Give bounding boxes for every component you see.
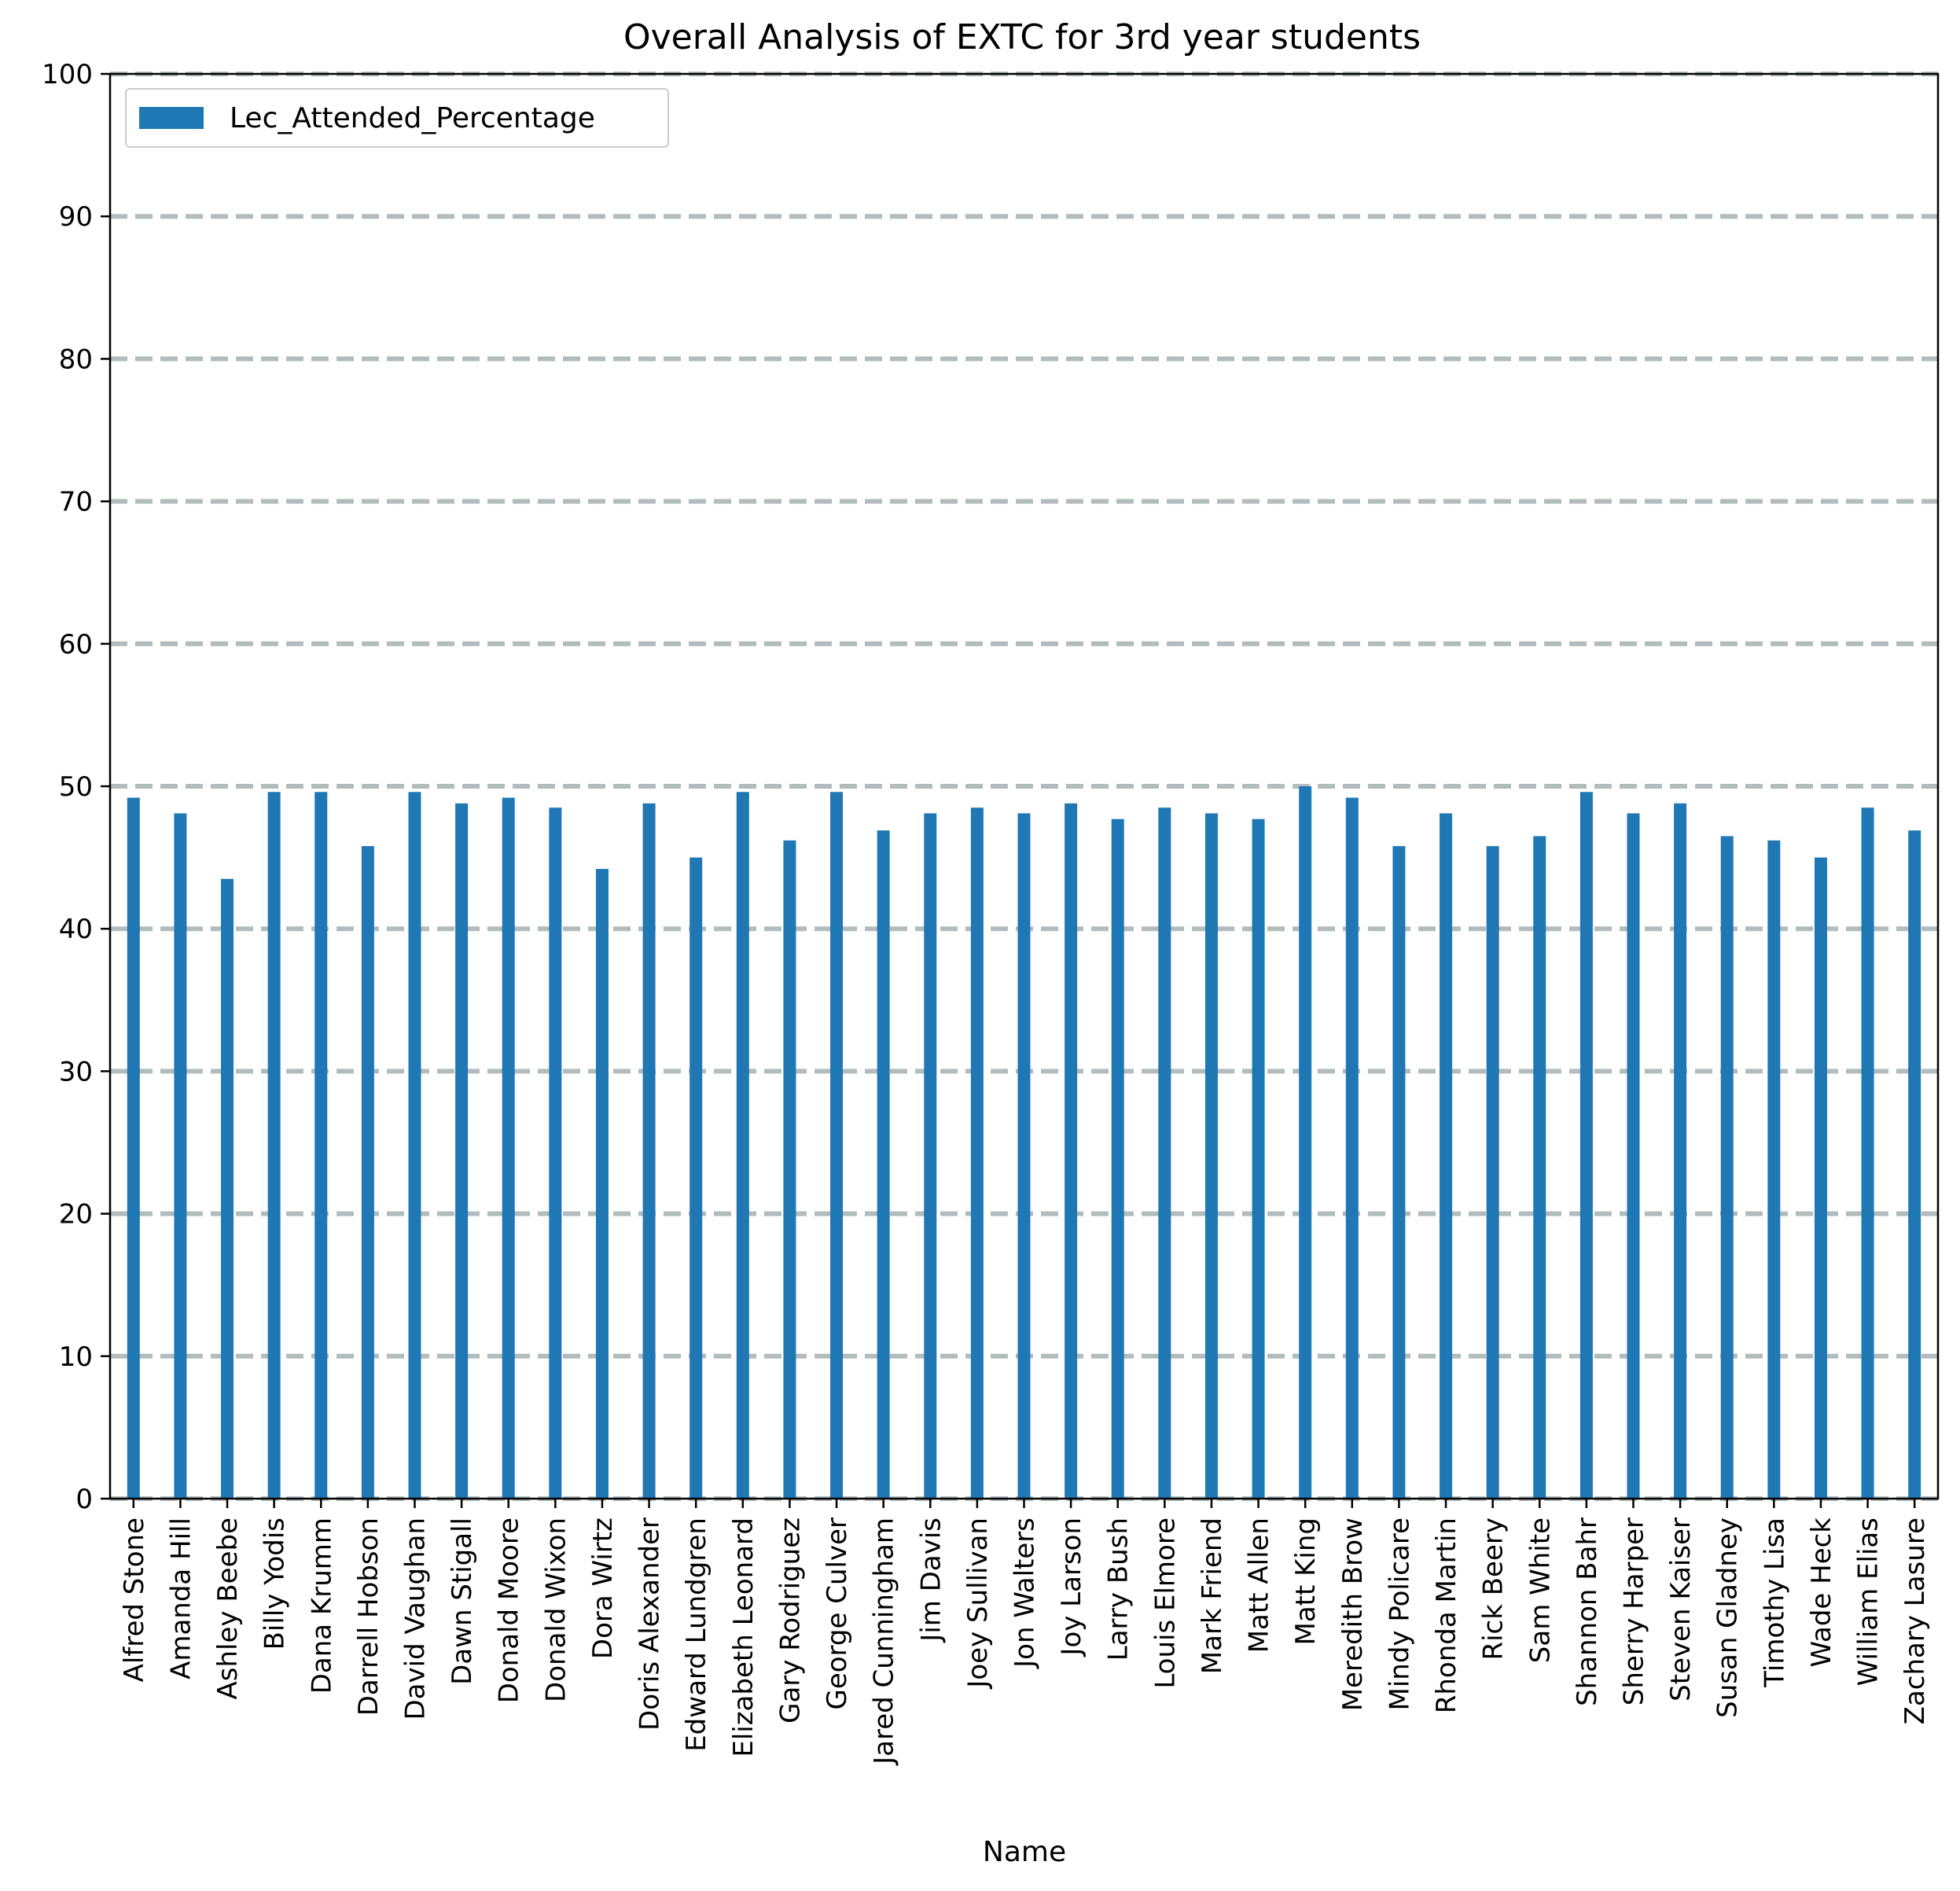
x-tick-label: Matt Allen: [1244, 1518, 1275, 1653]
x-tick-label: Dawn Stigall: [447, 1518, 478, 1685]
x-tick-label: Gary Rodriguez: [774, 1518, 806, 1724]
bar: [1627, 813, 1640, 1499]
x-axis-label: Name: [983, 1836, 1066, 1868]
bar: [362, 846, 374, 1499]
bar: [1815, 858, 1827, 1499]
x-tick-label: Jared Cunningham: [869, 1518, 900, 1766]
bar: [1440, 813, 1452, 1499]
bar: [127, 797, 140, 1499]
bar: [971, 808, 984, 1499]
bar: [549, 808, 561, 1499]
legend: Lec_Attended_Percentage: [126, 89, 668, 147]
bar: [1580, 792, 1593, 1499]
y-tick-label: 70: [59, 487, 93, 518]
y-tick-label: 30: [59, 1056, 93, 1087]
bar: [1908, 830, 1921, 1499]
x-tick-label: Matt King: [1290, 1518, 1322, 1646]
x-tick-label: Darrell Hobson: [353, 1518, 384, 1716]
x-tick-label: Dora Wirtz: [587, 1518, 619, 1659]
bar: [924, 813, 936, 1499]
y-tick-label: 20: [59, 1199, 93, 1231]
legend-swatch: [139, 107, 204, 129]
bar: [174, 813, 186, 1499]
x-tick-label: Edward Lundgren: [681, 1518, 712, 1752]
x-tick-label: George Culver: [822, 1518, 853, 1710]
bar: [314, 792, 327, 1499]
x-tick-label: Steven Kaiser: [1665, 1518, 1697, 1702]
chart-title: Overall Analysis of EXTC for 3rd year st…: [623, 17, 1421, 57]
x-tick-label: Jon Walters: [1009, 1518, 1041, 1669]
bar: [783, 841, 796, 1499]
x-tick-label: Mindy Policare: [1384, 1518, 1415, 1711]
x-tick-label: Jim Davis: [915, 1518, 947, 1643]
x-tick-label: Shannon Bahr: [1572, 1518, 1603, 1706]
bar: [1346, 797, 1359, 1499]
y-tick-label: 90: [59, 201, 93, 233]
x-tick-label: Mark Friend: [1197, 1518, 1228, 1674]
x-tick-label: Billy Yodis: [259, 1518, 291, 1650]
bar: [1299, 786, 1311, 1499]
bar: [1767, 841, 1780, 1499]
x-tick-label: Timothy Lisa: [1759, 1518, 1790, 1688]
x-tick-label: David Vaughan: [400, 1518, 432, 1720]
x-tick-label: Amanda Hill: [165, 1518, 197, 1679]
y-tick-label: 50: [59, 771, 93, 803]
x-tick-label: Donald Wixon: [540, 1518, 572, 1702]
y-tick-label: 100: [42, 59, 93, 90]
bar: [1158, 808, 1171, 1499]
y-tick-label: 80: [59, 344, 93, 375]
bar: [1862, 808, 1874, 1499]
x-tick-label: Rick Beery: [1478, 1518, 1510, 1661]
bar: [1487, 846, 1499, 1499]
x-tick-label: Joey Sullivan: [962, 1518, 994, 1690]
bar: [221, 879, 234, 1499]
x-tick-label: Dana Krumm: [306, 1518, 337, 1694]
x-tick-label: Ashley Beebe: [212, 1518, 244, 1699]
bar: [877, 830, 890, 1499]
bar: [1721, 836, 1734, 1499]
x-tick-label: Louis Elmore: [1149, 1518, 1181, 1689]
x-tick-label: Alfred Stone: [119, 1518, 150, 1682]
bar: [596, 869, 609, 1499]
x-tick-label: Sherry Harper: [1619, 1518, 1650, 1705]
bar: [455, 804, 468, 1499]
legend-label: Lec_Attended_Percentage: [230, 102, 595, 134]
x-tick-label: Joy Larson: [1056, 1518, 1087, 1657]
x-tick-label: Wade Heck: [1806, 1518, 1837, 1668]
x-tick-label: Rhonda Martin: [1431, 1518, 1462, 1713]
bar: [737, 792, 749, 1499]
bar: [1018, 813, 1031, 1499]
y-tick-label: 60: [59, 629, 93, 660]
bar: [1252, 819, 1265, 1499]
x-tick-label: Larry Bush: [1103, 1518, 1134, 1661]
bar: [409, 792, 421, 1499]
bar: [1674, 804, 1686, 1499]
bar: [1392, 846, 1405, 1499]
bar: [830, 792, 843, 1499]
x-tick-label: Sam White: [1524, 1518, 1556, 1663]
x-tick-label: Donald Moore: [494, 1518, 525, 1703]
y-tick-label: 0: [75, 1484, 93, 1515]
x-tick-label: Zachary Lasure: [1899, 1518, 1931, 1724]
bar: [502, 797, 515, 1499]
bar: [268, 792, 281, 1499]
y-tick-label: 10: [59, 1341, 93, 1373]
bar: [1065, 804, 1077, 1499]
bar: [689, 858, 702, 1499]
x-tick-label: William Elias: [1853, 1518, 1885, 1686]
x-tick-label: Doris Alexander: [634, 1518, 666, 1731]
bar: [1533, 836, 1546, 1499]
x-tick-label: Meredith Brow: [1337, 1518, 1369, 1711]
bar: [643, 804, 656, 1499]
x-tick-label: Elizabeth Leonard: [728, 1518, 759, 1757]
y-tick-label: 40: [59, 914, 93, 945]
x-tick-label: Susan Gladney: [1712, 1518, 1744, 1718]
bar: [1205, 813, 1218, 1499]
bar: [1112, 819, 1124, 1499]
